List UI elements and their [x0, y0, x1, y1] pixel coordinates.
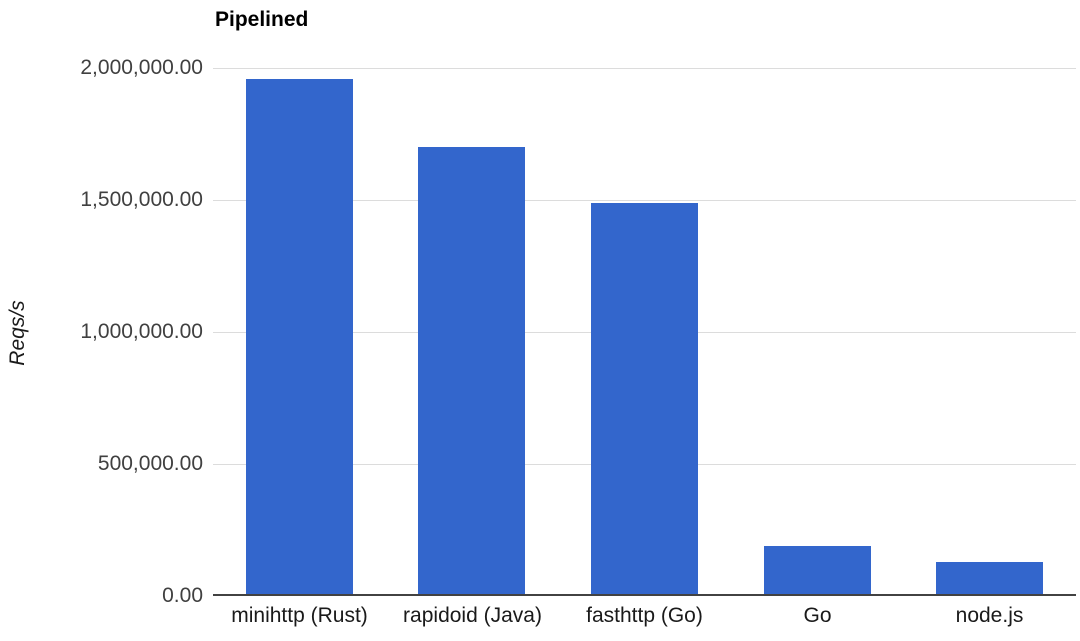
plot-area [213, 68, 1076, 596]
chart-title: Pipelined [215, 8, 309, 31]
bar-rapidoid-java [418, 147, 525, 596]
y-tick-label: 1,000,000.00 [80, 320, 203, 343]
x-category-label: Go [803, 604, 832, 627]
x-axis-line [213, 594, 1076, 596]
bar-fasthttp-go [591, 203, 698, 596]
x-category-label: fasthttp (Go) [586, 604, 703, 627]
y-tick-label: 500,000.00 [97, 452, 203, 475]
x-category-label: rapidoid (Java) [403, 604, 542, 627]
gridline [213, 68, 1076, 69]
bar-minihttp-rust [246, 79, 353, 596]
bar-go [764, 546, 871, 596]
y-tick-label: 2,000,000.00 [80, 56, 203, 79]
x-category-label: minihttp (Rust) [231, 604, 368, 627]
bar-node-js [936, 562, 1043, 596]
y-tick-label: 1,500,000.00 [80, 188, 203, 211]
x-category-label: node.js [955, 604, 1024, 627]
y-tick-label: 0.00 [162, 584, 203, 607]
gridline [213, 200, 1076, 201]
